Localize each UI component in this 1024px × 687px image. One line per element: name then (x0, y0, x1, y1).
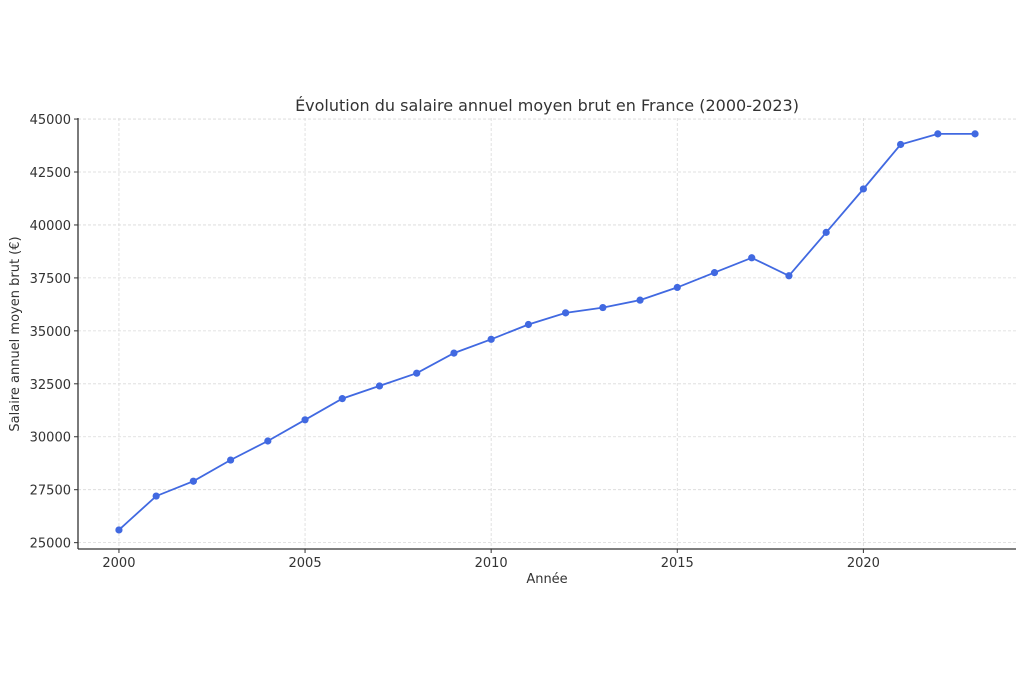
data-point-marker (189, 477, 197, 485)
data-point-marker (748, 254, 756, 262)
y-tick-label: 27500 (30, 484, 71, 499)
y-tick-label: 30000 (30, 431, 71, 446)
y-tick-label: 25000 (30, 537, 71, 552)
data-point-marker (152, 492, 160, 500)
y-tick-label: 45000 (30, 113, 71, 128)
x-axis-label: Année (526, 572, 567, 587)
data-point-marker (487, 335, 495, 343)
data-point-marker (227, 456, 235, 464)
data-point-marker (859, 185, 867, 193)
x-tick-label: 2010 (475, 556, 508, 571)
data-point-marker (934, 130, 942, 138)
axes (77, 118, 1016, 550)
y-tick-label: 37500 (30, 272, 71, 287)
grid-lines (78, 118, 1016, 549)
data-point-marker (264, 437, 272, 445)
y-tick-labels: 25000 27500 30000 32500 35000 37500 40000 42500… (30, 113, 78, 552)
y-tick-label: 32500 (30, 378, 71, 393)
x-tick-label: 2005 (289, 556, 322, 571)
data-point-marker (338, 395, 346, 403)
data-point-marker (822, 228, 830, 236)
y-tick-label: 40000 (30, 219, 71, 234)
data-point-marker (562, 309, 570, 317)
data-point-marker (710, 269, 719, 277)
y-axis-label: Salaire annuel moyen brut (€) (8, 236, 23, 431)
data-series (115, 130, 979, 534)
x-tick-label: 2015 (661, 556, 694, 571)
data-point-marker (599, 303, 607, 312)
data-point-marker (301, 416, 309, 424)
data-point-marker (450, 349, 458, 357)
x-tick-labels: 2000 2005 2010 2015 2020 (102, 549, 880, 571)
x-tick-label: 2000 (102, 556, 135, 571)
data-point-marker (897, 140, 905, 149)
data-point-marker (971, 130, 979, 138)
data-point-marker (413, 369, 421, 377)
data-point-marker (524, 320, 532, 329)
data-point-marker (785, 272, 793, 280)
data-point-marker (636, 296, 644, 304)
chart-title: Évolution du salaire annuel moyen brut e… (295, 96, 799, 115)
data-point-marker (375, 382, 384, 390)
y-tick-label: 42500 (30, 166, 71, 181)
x-tick-label: 2020 (847, 556, 880, 571)
series-line (118, 132, 976, 531)
y-tick-label: 35000 (30, 325, 71, 340)
data-point-marker (673, 283, 681, 292)
data-point-marker (115, 526, 123, 534)
